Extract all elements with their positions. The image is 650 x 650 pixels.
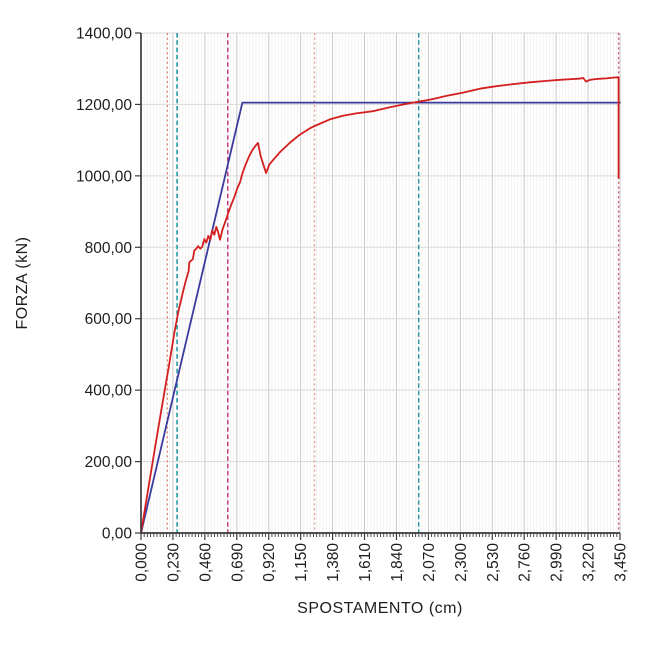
x-tick-label: 0,920 <box>261 543 278 582</box>
minor-vertical-gridlines <box>143 33 618 533</box>
x-tick-label: 1,610 <box>357 543 374 582</box>
y-tick-label: 1400,00 <box>76 26 132 43</box>
y-tick-label: 0,00 <box>102 526 133 543</box>
y-tick-label: 800,00 <box>85 240 133 257</box>
y-tick-label: 200,00 <box>85 454 133 471</box>
x-tick-label: 3,450 <box>613 543 630 582</box>
x-tick-label: 1,150 <box>293 543 310 582</box>
x-tick-label: 1,840 <box>389 543 406 582</box>
y-tick-label: 1200,00 <box>76 97 132 114</box>
x-tick-label: 0,460 <box>197 543 214 582</box>
x-tick-label: 2,300 <box>453 543 470 582</box>
tick-marks <box>135 32 621 540</box>
x-tick-label: 2,070 <box>421 543 438 582</box>
y-tick-label: 400,00 <box>85 383 133 400</box>
data-series <box>140 76 621 534</box>
x-tick-label: 2,530 <box>485 543 502 582</box>
red-capacity-curve <box>140 76 620 534</box>
major-vertical-gridlines <box>172 33 621 533</box>
x-tick-label: 2,990 <box>549 543 566 582</box>
x-tick-label: 3,220 <box>581 543 598 582</box>
y-tick-label: 1000,00 <box>76 168 132 185</box>
x-tick-label: 1,380 <box>325 543 342 582</box>
blue-bilinear-curve <box>140 101 621 534</box>
x-tick-label: 0,690 <box>229 543 246 582</box>
x-tick-label: 2,760 <box>517 543 534 582</box>
x-tick-labels: 0,000 0,230 0,460 0,690 0,920 1,150 1,380 1,610… <box>134 543 630 582</box>
x-axis-title: SPOSTAMENTO (cm) <box>297 600 463 617</box>
y-axis-title: FORZA (kN) <box>14 237 31 330</box>
major-horizontal-gridlines <box>141 32 620 463</box>
y-tick-label: 600,00 <box>85 311 133 328</box>
x-tick-label: 0,000 <box>134 543 151 582</box>
x-tick-label: 0,230 <box>165 543 182 582</box>
y-tick-labels: 0,00 200,00 400,00 600,00 800,00 1000,00 1200,… <box>76 26 132 543</box>
